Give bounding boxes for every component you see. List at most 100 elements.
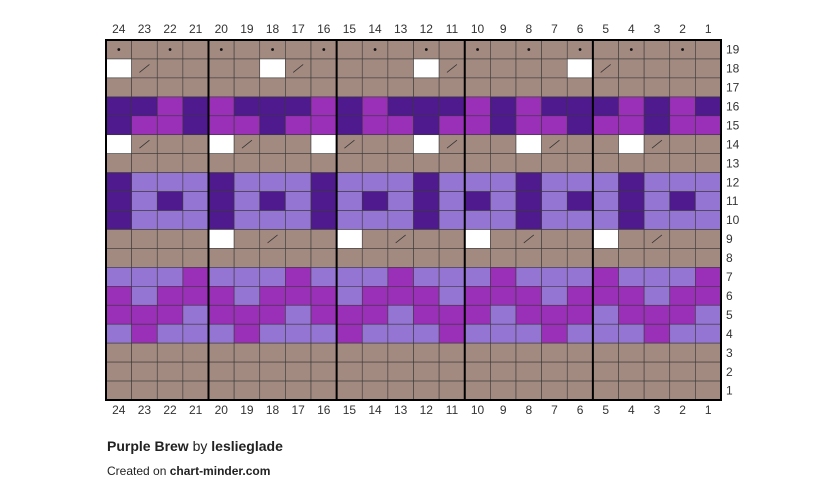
dot-symbol <box>424 48 428 51</box>
cell <box>438 248 466 268</box>
cell <box>336 153 363 173</box>
cell <box>208 77 235 98</box>
cell <box>515 96 542 117</box>
cell <box>285 115 312 136</box>
column-number-top: 15 <box>343 22 357 36</box>
cell <box>566 96 594 117</box>
cell <box>208 323 235 344</box>
cell <box>413 172 440 192</box>
cell <box>105 304 132 325</box>
site-link[interactable]: chart-minder.com <box>169 464 271 478</box>
cell <box>464 77 491 98</box>
dot-symbol <box>476 48 479 51</box>
cell <box>259 191 286 211</box>
cell <box>669 286 696 306</box>
cell <box>438 39 466 60</box>
slash-symbol <box>549 139 560 149</box>
cell <box>592 323 619 344</box>
cell <box>310 286 337 306</box>
cell <box>695 191 722 211</box>
by-text: by <box>192 438 208 454</box>
column-number-top: 20 <box>215 22 229 36</box>
cell <box>105 323 132 344</box>
cell <box>387 134 414 154</box>
cell <box>233 229 261 249</box>
cell <box>182 229 209 249</box>
slash-symbol <box>139 139 150 149</box>
cell <box>208 248 235 268</box>
cell <box>669 323 696 344</box>
cell <box>182 172 209 192</box>
cell <box>566 380 594 401</box>
cell <box>592 115 619 136</box>
cell <box>515 361 542 382</box>
cell <box>310 361 337 382</box>
cell <box>643 380 671 401</box>
cell <box>361 380 389 401</box>
column-number-bottom: 8 <box>525 403 532 417</box>
cell <box>361 191 389 211</box>
column-number-top: 6 <box>577 22 584 36</box>
row-number: 15 <box>726 118 740 132</box>
cell <box>208 153 235 173</box>
cell <box>387 153 414 173</box>
cell <box>438 191 466 211</box>
cell <box>669 248 696 268</box>
cell <box>566 210 594 230</box>
column-number-top: 24 <box>112 22 126 36</box>
cell <box>105 342 132 363</box>
cell <box>515 153 542 173</box>
row-number: 2 <box>726 365 733 379</box>
cell <box>464 96 491 117</box>
cell <box>490 380 517 401</box>
cell <box>643 248 671 268</box>
cell <box>643 153 671 173</box>
cell <box>310 229 337 249</box>
cell <box>618 58 645 79</box>
cell <box>618 153 645 173</box>
cell <box>336 191 363 211</box>
cell <box>156 210 184 230</box>
cell <box>413 229 440 249</box>
column-number-top: 19 <box>240 22 254 36</box>
cell <box>541 191 568 211</box>
cell <box>310 342 337 363</box>
cell <box>156 361 184 382</box>
cell <box>233 77 261 98</box>
cell <box>669 96 696 117</box>
cell <box>105 248 132 268</box>
cell <box>541 304 568 325</box>
cell <box>618 210 645 230</box>
column-number-top: 12 <box>420 22 434 36</box>
cell <box>361 229 389 249</box>
cell <box>233 115 261 136</box>
cell <box>566 134 594 154</box>
cell <box>156 323 184 344</box>
cell <box>259 267 286 287</box>
cell <box>413 210 440 230</box>
cell <box>285 210 312 230</box>
cell <box>490 229 517 249</box>
cell <box>361 286 389 306</box>
row-number: 10 <box>726 213 740 227</box>
column-number-top: 14 <box>368 22 382 36</box>
row-number: 17 <box>726 81 740 95</box>
cell <box>182 191 209 211</box>
cell <box>515 172 542 192</box>
cell <box>156 304 184 325</box>
cell <box>669 304 696 325</box>
cell <box>515 191 542 211</box>
cell <box>259 172 286 192</box>
cell <box>131 77 158 98</box>
cell <box>515 115 542 136</box>
cell <box>438 267 466 287</box>
column-number-bottom: 18 <box>266 403 280 417</box>
column-number-bottom: 21 <box>189 403 203 417</box>
row-number: 18 <box>726 62 740 76</box>
dot-symbol <box>271 48 274 51</box>
cell <box>541 267 568 287</box>
cell <box>156 115 184 136</box>
cell <box>490 323 517 344</box>
cell <box>105 134 132 154</box>
cell <box>515 380 542 401</box>
